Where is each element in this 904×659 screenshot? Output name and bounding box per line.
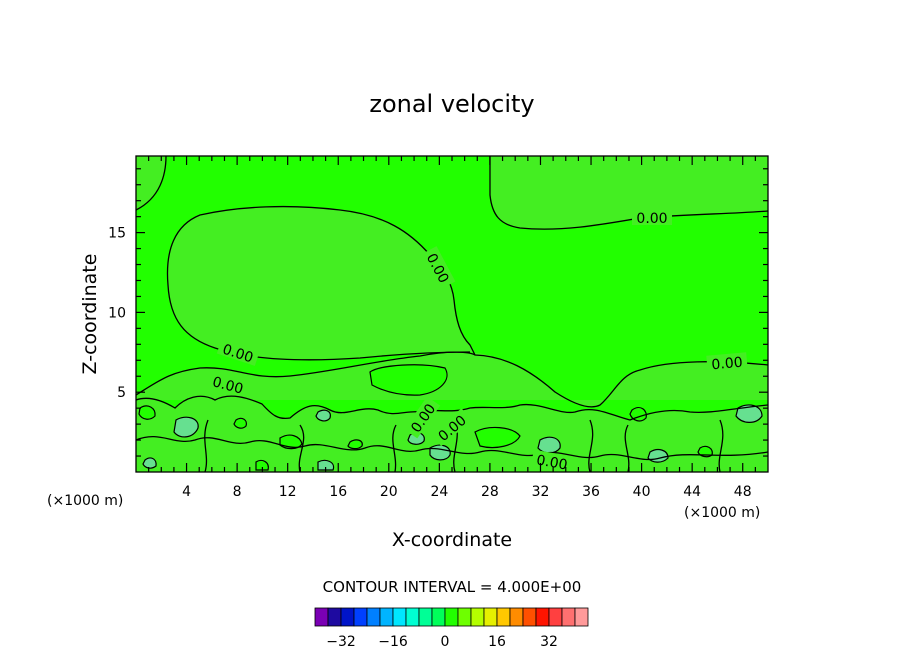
colorbar-swatch <box>431 607 446 627</box>
contour-label-text: 0.00 <box>636 211 667 227</box>
contour-region-interior <box>136 206 768 407</box>
colorbar: −32 −16 0 16 32 <box>314 607 589 650</box>
x-tick-label: 44 <box>683 484 701 500</box>
colorbar-tick-label: 16 <box>488 634 506 650</box>
x-axis-label: X-coordinate <box>392 529 512 551</box>
colorbar-swatch <box>561 607 576 627</box>
colorbar-tick-label: 0 <box>441 634 450 650</box>
contour-line-mid <box>136 351 768 408</box>
x-unit-left: (×1000 m) <box>47 493 123 509</box>
eddy <box>735 404 763 423</box>
colorbar-swatch <box>444 607 459 627</box>
colorbar-swatch <box>340 607 355 627</box>
contour-lines <box>136 156 768 472</box>
colorbar-swatch <box>314 607 329 627</box>
colorbar-swatch <box>379 607 394 627</box>
eddy <box>647 448 669 463</box>
colorbar-swatch <box>522 607 537 627</box>
contour-region-top-right <box>490 156 768 230</box>
x-tick-label: 32 <box>532 484 550 500</box>
x-tick-label: 8 <box>233 484 242 500</box>
eddy <box>142 457 157 469</box>
x-tick-label: 4 <box>182 484 191 500</box>
contour-label-text: 0.00 <box>211 374 245 398</box>
contour-line-lower <box>136 436 768 461</box>
y-tick-label: 10 <box>108 305 126 321</box>
eddy <box>138 405 156 420</box>
contour-label: 0.00 <box>531 449 574 474</box>
colorbar-swatch <box>392 607 407 627</box>
colorbar-swatch <box>574 607 589 627</box>
contour-label: 0.00 <box>206 371 250 398</box>
eddy <box>233 417 247 429</box>
colorbar-swatch <box>366 607 381 627</box>
x-tick-label: 36 <box>582 484 600 500</box>
colorbar-tick-label: −16 <box>378 634 408 650</box>
eddy <box>369 364 448 396</box>
colorbar-swatch <box>457 607 472 627</box>
y-tick-label: 15 <box>108 226 126 242</box>
eddy <box>537 436 561 454</box>
colorbar-swatch <box>483 607 498 627</box>
x-tick-label: 24 <box>430 484 448 500</box>
contour-fields <box>136 156 768 472</box>
x-tick-label: 20 <box>380 484 398 500</box>
colorbar-swatch <box>418 607 433 627</box>
x-tick-label: 28 <box>481 484 499 500</box>
eddy <box>629 406 647 422</box>
contour-line-top-right <box>489 156 768 230</box>
plot-area: 0.000.000.000.000.000.000.000.00 4 8 12 16 2… <box>108 155 769 500</box>
x-tick-label: 12 <box>279 484 297 500</box>
contour-label: 0.00 <box>706 352 748 374</box>
x-tick-label: 48 <box>734 484 752 500</box>
contour-region-top-left <box>136 156 166 210</box>
contour-line-top-left <box>136 156 167 211</box>
x-tick-label: 16 <box>329 484 347 500</box>
colorbar-swatch <box>353 607 368 627</box>
colorbar-swatch <box>470 607 485 627</box>
eddy <box>279 434 303 450</box>
colorbar-swatch <box>509 607 524 627</box>
eddy <box>255 459 269 471</box>
x-tick-label: 40 <box>633 484 651 500</box>
contour-line-bottom <box>136 395 768 421</box>
eddy <box>347 439 363 450</box>
contour-label: 0.00 <box>632 209 672 227</box>
colorbar-swatch <box>405 607 420 627</box>
colorbar-tick-label: 32 <box>540 634 558 650</box>
colorbar-swatch <box>535 607 550 627</box>
x-unit-right: (×1000 m) <box>684 505 760 521</box>
contour-label-text: 0.00 <box>535 452 568 473</box>
eddy <box>173 416 199 438</box>
contour-interval: CONTOUR INTERVAL = 4.000E+00 <box>323 578 582 596</box>
eddy <box>474 426 521 449</box>
eddy <box>317 459 335 471</box>
contour-label-text: 0.00 <box>711 355 743 374</box>
colorbar-swatch <box>327 607 342 627</box>
chart-title: zonal velocity <box>369 90 534 118</box>
colorbar-tick-label: −32 <box>326 634 356 650</box>
colorbar-swatch <box>496 607 511 627</box>
eddy <box>429 444 451 461</box>
y-tick-label: 5 <box>117 385 126 401</box>
eddy <box>315 409 331 422</box>
colorbar-swatch <box>548 607 563 627</box>
y-axis-label: Z-coordinate <box>79 254 101 375</box>
contour-line-vertical <box>204 419 724 472</box>
